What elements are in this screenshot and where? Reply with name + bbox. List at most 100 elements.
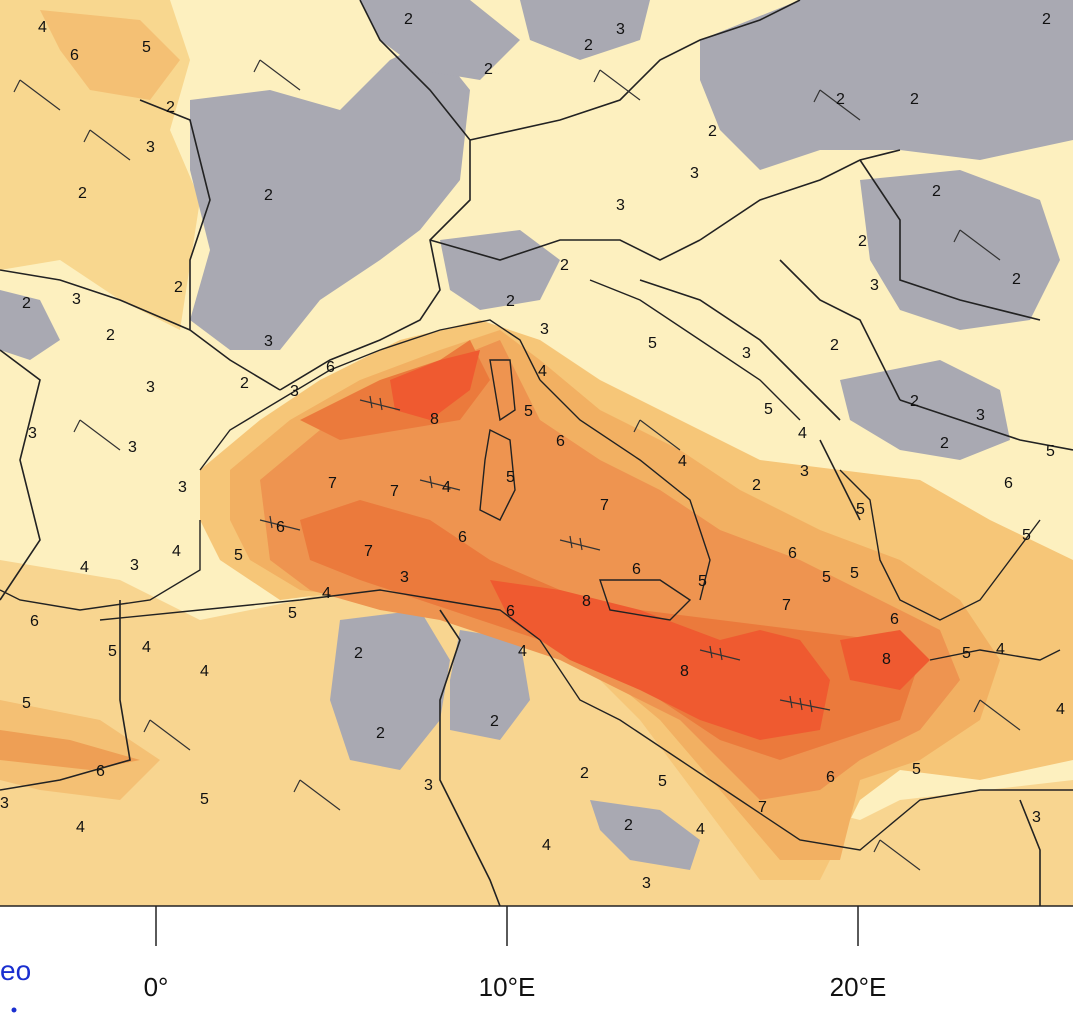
contour-label: 3 <box>642 875 651 892</box>
logo-text: eo <box>0 955 31 986</box>
contour-label: 2 <box>490 713 499 730</box>
wind-barb <box>699 645 741 661</box>
contour-label: 4 <box>80 559 89 576</box>
axis-label-0: 0° <box>144 972 169 1002</box>
contour-label: 5 <box>856 501 865 518</box>
wind-barb <box>73 419 121 451</box>
coast-sardinia <box>479 428 516 521</box>
contour-label: 5 <box>1046 443 1055 460</box>
wind-barb <box>143 719 191 751</box>
contour-label: 3 <box>540 321 549 338</box>
contour-label: 2 <box>584 37 593 54</box>
wind-barb <box>593 69 641 101</box>
axis-label-20e: 20°E <box>830 972 887 1002</box>
contour-label: 2 <box>240 375 249 392</box>
wind-barbs <box>13 59 1021 871</box>
axis-label-10e: 10°E <box>479 972 536 1002</box>
contour-label: 5 <box>142 39 151 56</box>
contour-label: 7 <box>758 799 767 816</box>
coast-corsica <box>489 359 516 422</box>
contour-label: 4 <box>678 453 687 470</box>
border-serbia <box>779 259 901 401</box>
contour-label: 2 <box>376 725 385 742</box>
map-plot-area: 4 6 5 2 3 2 2 2 2 3 2 3 3 2 3 3 3 3 6 8 … <box>0 0 1073 906</box>
contour-label: 3 <box>870 277 879 294</box>
contour-label: 3 <box>0 795 9 812</box>
contour-label: 2 <box>404 11 413 28</box>
contour-label: 2 <box>354 645 363 662</box>
contour-label: 2 <box>836 91 845 108</box>
border-croatia <box>639 279 841 421</box>
coast-adriatic <box>589 279 801 421</box>
contour-label: 6 <box>276 519 285 536</box>
contour-label: 2 <box>910 393 919 410</box>
wind-barb <box>873 839 921 871</box>
border-hungary <box>699 149 901 241</box>
contour-label: 7 <box>782 597 791 614</box>
wind-barb <box>779 695 831 713</box>
contour-label: 2 <box>858 233 867 250</box>
contour-label: 4 <box>442 479 451 496</box>
contour-label: 7 <box>328 475 337 492</box>
border-bulgaria <box>899 399 1073 451</box>
contour-label: 2 <box>166 99 175 116</box>
sea-core-level-8-north <box>390 350 480 420</box>
contour-label: 2 <box>506 293 515 310</box>
contour-label: 4 <box>200 663 209 680</box>
border-alps <box>429 239 701 261</box>
coast-italy <box>539 379 711 601</box>
wind-barb <box>83 129 131 161</box>
contour-label: 2 <box>932 183 941 200</box>
contour-label: 2 <box>264 187 273 204</box>
contour-label: 6 <box>1004 475 1013 492</box>
wind-barb <box>293 779 341 811</box>
contour-label: 2 <box>174 279 183 296</box>
contour-label: 6 <box>458 529 467 546</box>
contour-label: 6 <box>890 611 899 628</box>
border-germany <box>469 0 801 141</box>
contour-label: 8 <box>430 411 439 428</box>
contour-label: 3 <box>290 383 299 400</box>
wind-barb <box>419 475 461 491</box>
contour-label: 5 <box>822 569 831 586</box>
contour-label: 7 <box>364 543 373 560</box>
contour-label: 5 <box>234 547 243 564</box>
contour-label: 2 <box>830 337 839 354</box>
contour-label: 3 <box>616 21 625 38</box>
contour-label: 5 <box>658 773 667 790</box>
shaded-area-west-inner <box>40 10 180 100</box>
contour-label: 3 <box>424 777 433 794</box>
axis-ticks <box>155 906 859 946</box>
coastlines <box>0 279 1073 851</box>
contour-label: 2 <box>560 257 569 274</box>
contour-label: 5 <box>288 605 297 622</box>
sea-core-level-8-central <box>490 580 830 740</box>
gray-region-balkans <box>840 360 1010 460</box>
wind-barb <box>253 59 301 91</box>
contour-label: 2 <box>580 765 589 782</box>
contour-label: 6 <box>96 763 105 780</box>
sea-core-level-8-east <box>840 630 930 690</box>
contour-label: 3 <box>178 479 187 496</box>
contour-label: 2 <box>940 435 949 452</box>
contour-label: 4 <box>696 821 705 838</box>
shaded-area-sw-core <box>0 730 140 770</box>
contour-label: 6 <box>326 359 335 376</box>
coast-north-africa <box>99 589 541 641</box>
contour-label: 3 <box>128 439 137 456</box>
contour-label: 3 <box>400 569 409 586</box>
border-egypt <box>1019 799 1041 906</box>
contour-label: 5 <box>200 791 209 808</box>
coast-sicily <box>599 579 692 621</box>
border-romania <box>859 159 1041 321</box>
border-portugal <box>0 349 41 601</box>
contour-label: 3 <box>28 425 37 442</box>
contour-label: 7 <box>600 497 609 514</box>
contour-label: 2 <box>484 61 493 78</box>
contour-label: 4 <box>996 641 1005 658</box>
logo: eo <box>0 955 31 1013</box>
wind-barb <box>973 699 1021 731</box>
contour-label: 2 <box>78 185 87 202</box>
